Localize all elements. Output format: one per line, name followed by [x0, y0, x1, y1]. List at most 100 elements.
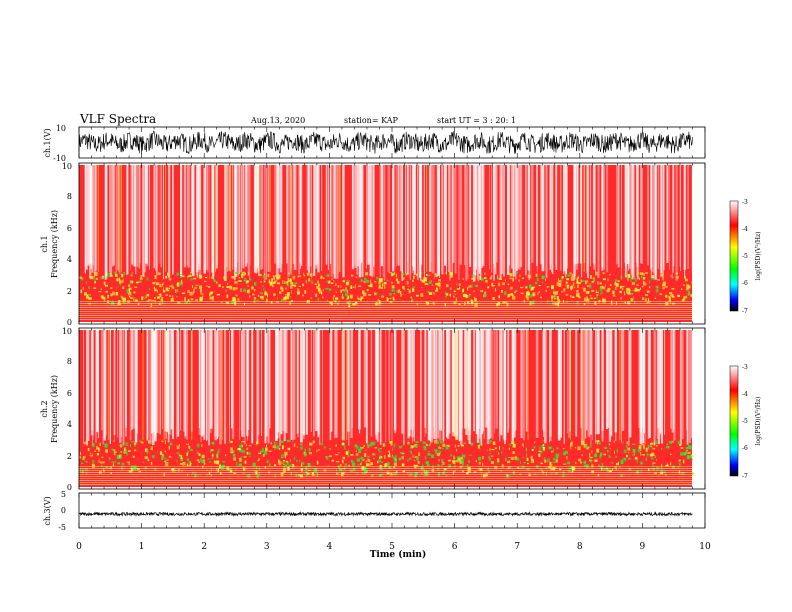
spec-band-cell — [206, 474, 209, 476]
spec-streak — [187, 165, 190, 268]
spec-band-cell — [659, 472, 663, 475]
spec-streak — [87, 165, 90, 266]
spec-streak — [315, 165, 318, 269]
spec-band-cell — [156, 282, 158, 285]
spec-band-cell — [467, 300, 470, 304]
spec-streak — [84, 165, 87, 268]
spec-band-cell — [550, 472, 553, 475]
spec-streak — [476, 165, 478, 280]
spec-band-cell — [482, 462, 484, 467]
spec-band-cell — [318, 283, 321, 287]
spec-band-cell — [434, 273, 436, 278]
spec-band-cell — [112, 464, 114, 466]
spec-band-cell — [79, 276, 83, 279]
spec-band-cell — [415, 464, 418, 467]
spec-band-cell — [645, 272, 648, 274]
spec-streak — [640, 165, 642, 264]
spec-band-cell — [538, 450, 542, 452]
spec-band-cell — [274, 280, 278, 282]
spec-band-cell — [368, 285, 372, 287]
spec-band-cell — [619, 290, 622, 294]
spec-band-cell — [252, 293, 255, 296]
spec-band-cell — [437, 467, 440, 471]
spec-streak — [235, 165, 238, 277]
spec-band-cell — [677, 466, 679, 468]
spec-streak — [358, 330, 361, 430]
spec-band-cell — [509, 273, 513, 277]
spec-band-cell — [360, 296, 364, 299]
spec-band-cell — [606, 290, 608, 292]
spec-band-cell — [100, 464, 103, 468]
spec-streak — [467, 165, 469, 280]
spec-streak — [117, 330, 119, 438]
spec-band-cell — [596, 294, 599, 296]
spec-band-cell — [305, 279, 307, 282]
spec-streak — [180, 165, 182, 277]
spec-band-cell — [551, 450, 553, 453]
spec-band-cell — [423, 445, 426, 448]
spec-band-cell — [259, 281, 262, 283]
spec-band-cell — [283, 297, 287, 301]
spec-band-cell — [425, 470, 427, 474]
spec1-ytick-10: 10 — [62, 162, 72, 171]
spec-band-cell — [680, 447, 684, 449]
spec-streak — [660, 165, 663, 274]
spec-band-cell — [565, 281, 568, 284]
spec-band-cell — [343, 466, 345, 469]
spec-band-cell — [672, 277, 674, 279]
spec-band-cell — [446, 292, 449, 296]
spec-band-cell — [363, 467, 367, 471]
spec-band-cell — [590, 459, 592, 463]
spec-band-cell — [378, 285, 382, 289]
spec-band-cell — [540, 296, 542, 299]
spec-streak — [280, 330, 283, 435]
spec-band-cell — [146, 277, 149, 281]
spec-streak — [500, 330, 503, 436]
spec-band-cell — [88, 297, 92, 300]
spec-band-cell — [384, 455, 386, 459]
spec-band-cell — [176, 445, 180, 450]
spec-band-cell — [626, 454, 628, 458]
spec-band-cell — [333, 280, 335, 282]
spec-streak — [586, 165, 588, 272]
spec-band-cell — [212, 274, 214, 277]
spec-band-cell — [530, 455, 533, 460]
spec-band-cell — [375, 281, 377, 283]
spec-streak — [267, 165, 270, 272]
spec-band-cell — [285, 460, 288, 463]
spec-band-cell — [660, 469, 663, 473]
spec-band-cell — [293, 443, 296, 447]
spec-band-cell — [300, 468, 302, 471]
spec-streak — [366, 165, 367, 269]
spec-band-cell — [316, 473, 318, 477]
spec-band-cell — [162, 453, 164, 458]
spec-band-cell — [84, 292, 87, 296]
spec-streak — [483, 330, 485, 439]
spec-band-cell — [401, 455, 404, 460]
spec-band-cell — [257, 295, 260, 297]
spec-band-cell — [196, 459, 200, 462]
spec-streak — [325, 165, 328, 265]
spec-band-cell — [306, 272, 310, 276]
spec-band-cell — [683, 452, 687, 455]
spec-band-cell — [216, 468, 218, 472]
spec-band-cell — [171, 284, 174, 286]
spec-band-cell — [246, 447, 249, 450]
spec-band-cell — [179, 276, 182, 278]
spec-streak — [593, 165, 596, 265]
spec1-texture — [79, 165, 695, 320]
spec-band-cell — [641, 454, 645, 456]
spec-band-cell — [251, 286, 254, 290]
spec-band-cell — [267, 293, 268, 298]
spec-band-cell — [208, 461, 212, 463]
spec-band-cell — [176, 283, 179, 287]
spec-band-cell — [632, 443, 636, 445]
spec-streak — [237, 165, 239, 263]
spec-band-cell — [335, 454, 339, 456]
spec-band-cell — [634, 300, 636, 305]
spec-band-cell — [317, 287, 321, 292]
spec-streak — [172, 165, 174, 275]
spec-band-cell — [79, 456, 81, 459]
spec-streak — [648, 330, 651, 438]
spec-band-cell — [193, 277, 197, 280]
